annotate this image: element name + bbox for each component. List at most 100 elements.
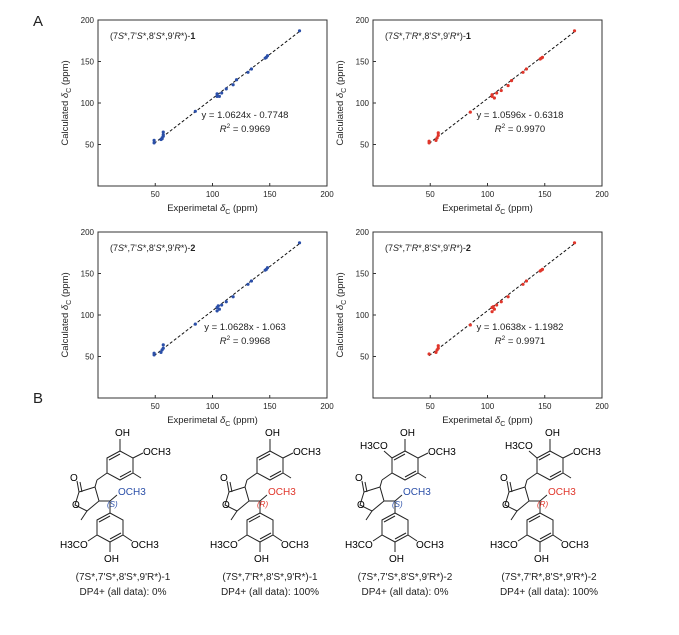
fit-equation: y = 1.0596x - 0.6318 — [477, 110, 564, 121]
struct-4-carbonyl-o: O — [500, 473, 508, 484]
compound-label: (7S*,7'R*,8'S*,9'R*)-2 — [385, 243, 471, 253]
struct-1-och3-top: OCH3 — [143, 447, 171, 458]
data-point — [193, 322, 197, 326]
data-point — [161, 343, 165, 347]
caption-4-id: (7S*,7'R*,8'S*,9'R*)-2 — [501, 572, 597, 583]
data-point — [246, 282, 250, 286]
struct-2-ring-o: O — [222, 500, 230, 511]
x-axis-label: Experimetal δC (ppm) — [442, 203, 533, 216]
x-tick-label: 150 — [538, 190, 552, 199]
structure-2: OH OCH3 O O (R) OCH3 H3CO OCH3 OH — [210, 428, 321, 565]
caption-3: (7S*,7'S*,8'S*,9'R*)-2 DP4+ (all data): … — [340, 572, 470, 598]
x-tick-label: 200 — [595, 190, 609, 199]
y-tick-label: 150 — [356, 270, 370, 279]
caption-4-dp4: DP4+ (all data): 100% — [499, 587, 599, 598]
data-point — [492, 307, 496, 311]
caption-4: (7S*,7'R*,8'S*,9'R*)-2 DP4+ (all data): … — [484, 572, 614, 598]
y-tick-label: 100 — [356, 99, 370, 108]
data-point — [215, 92, 219, 96]
data-point — [436, 344, 440, 348]
caption-2-id: (7S*,7'R*,8'S*,9'R*)-1 — [222, 572, 318, 583]
y-tick-label: 150 — [81, 58, 95, 67]
y-tick-label: 150 — [356, 58, 370, 67]
y-tick-label: 100 — [81, 311, 95, 320]
struct-2-oh-bot: OH — [254, 554, 269, 565]
x-tick-label: 100 — [206, 190, 220, 199]
struct-3-carbonyl-o: O — [355, 473, 363, 484]
y-tick-label: 100 — [356, 311, 370, 320]
y-tick-label: 200 — [356, 228, 370, 237]
data-point — [220, 303, 224, 307]
y-tick-label: 200 — [81, 16, 95, 25]
y-tick-label: 50 — [85, 141, 94, 150]
data-point — [161, 130, 165, 134]
data-point — [540, 55, 545, 59]
data-point — [495, 91, 499, 95]
struct-4-methoxy: OCH3 — [548, 487, 576, 498]
caption-3-dp4: DP4+ (all data): 0% — [361, 587, 449, 598]
data-point — [297, 241, 302, 245]
scatter-chart-2: 50 100 150 200 50 100 150 200 Experimetal δC (pp… — [335, 16, 609, 216]
data-point — [506, 83, 510, 88]
struct-2-och3-bot: OCH3 — [281, 540, 309, 551]
data-point — [521, 282, 525, 286]
structure-3: H3CO OH OCH3 O O (S) OCH3 H3CO OCH3 OH — [345, 428, 456, 565]
scatter-chart-1: 50 100 150 200 50 100 150 200 Experimetal δC (pp… — [60, 16, 334, 216]
x-axis-label: Experimetal δC (ppm) — [167, 415, 258, 428]
struct-2-oh-top: OH — [265, 428, 280, 439]
structure-1: OH OCH3 O O (S) OCH3 H3CO OCH3 OH — [60, 428, 171, 565]
regression-line — [428, 31, 575, 144]
data-point — [499, 88, 503, 93]
data-point — [265, 54, 270, 58]
struct-3-h3co-top: H3CO — [360, 441, 388, 452]
data-point — [427, 141, 431, 145]
x-tick-label: 50 — [151, 190, 160, 199]
struct-3-config: (S) — [392, 500, 403, 509]
struct-1-config: (S) — [107, 500, 118, 509]
plot-frame — [372, 19, 603, 187]
struct-3-h3co-bot: H3CO — [345, 540, 373, 551]
x-tick-label: 50 — [151, 402, 160, 411]
fit-equation: y = 1.0628x - 1.063 — [204, 322, 286, 333]
struct-1-h3co-bot: H3CO — [60, 540, 88, 551]
data-point — [427, 352, 431, 356]
regression-line — [153, 243, 300, 357]
data-point — [152, 353, 156, 357]
y-axis-label: Calculated δC (ppm) — [335, 272, 348, 357]
fit-r2: R2 = 0.9968 — [220, 335, 270, 347]
data-point — [572, 29, 577, 33]
struct-3-methoxy: OCH3 — [403, 487, 431, 498]
data-point — [521, 70, 525, 74]
y-tick-label: 50 — [360, 353, 369, 362]
struct-1-oh-top: OH — [115, 428, 130, 439]
plot-frame — [372, 231, 603, 399]
structure-4: H3CO OH OCH3 O O (R) OCH3 H3CO OCH3 OH — [490, 428, 601, 565]
fit-equation: y = 1.0638x - 1.1982 — [477, 322, 564, 333]
data-point — [468, 110, 472, 114]
data-point — [220, 91, 224, 95]
compound-label: (7S*,7'R*,8'S*,9'R*)-1 — [385, 31, 471, 41]
struct-1-carbonyl-o: O — [70, 473, 78, 484]
struct-1-ring-o: O — [72, 500, 80, 511]
fit-r2: R2 = 0.9971 — [495, 335, 545, 347]
struct-4-och3-bot: OCH3 — [561, 540, 589, 551]
data-point — [436, 346, 440, 350]
data-point — [540, 267, 545, 271]
struct-3-och3-top: OCH3 — [428, 447, 456, 458]
struct-3-oh-bot: OH — [389, 554, 404, 565]
struct-4-ring-o: O — [502, 500, 510, 511]
struct-1-och3-bot: OCH3 — [131, 540, 159, 551]
data-point — [224, 87, 228, 91]
y-axis-label: Calculated δC (ppm) — [335, 60, 348, 145]
data-point — [216, 304, 220, 308]
x-tick-label: 150 — [538, 402, 552, 411]
struct-2-h3co-bot: H3CO — [210, 540, 238, 551]
data-point — [152, 138, 156, 142]
x-tick-label: 200 — [320, 190, 334, 199]
caption-1-dp4: DP4+ (all data): 0% — [79, 587, 167, 598]
struct-4-oh-top: OH — [545, 428, 560, 439]
data-point — [249, 67, 254, 71]
y-axis-label: Calculated δC (ppm) — [60, 60, 73, 145]
data-point — [231, 83, 235, 87]
struct-4-h3co-top: H3CO — [505, 441, 533, 452]
